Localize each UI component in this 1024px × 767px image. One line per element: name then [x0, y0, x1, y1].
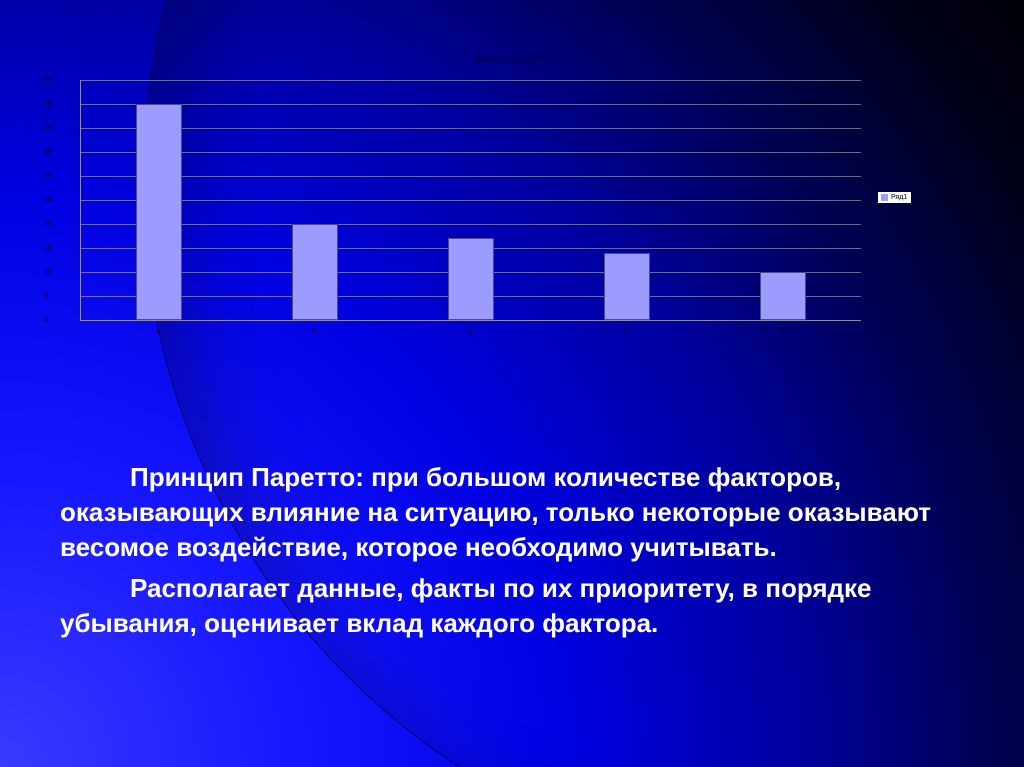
- y-tick-label: 15: [44, 245, 52, 252]
- x-tick-label: 1: [156, 328, 160, 335]
- y-tick-label: 30: [44, 173, 52, 180]
- y-tick-label: 10: [44, 269, 52, 276]
- y-tick-label: 45: [44, 101, 52, 108]
- x-tick-label: 3: [468, 328, 472, 335]
- gridline: [81, 80, 861, 81]
- bar: [604, 253, 651, 320]
- body-text: Принцип Паретто: при большом количестве …: [60, 460, 964, 647]
- y-tick-label: 0: [44, 317, 48, 324]
- bar: [292, 224, 339, 320]
- chart-title: Диаграмма Парето: [0, 54, 1024, 63]
- gridline: [81, 224, 861, 225]
- gridline: [81, 152, 861, 153]
- y-tick-label: 40: [44, 125, 52, 132]
- paragraph-2: Располагает данные, факты по их приорите…: [60, 571, 964, 641]
- gridline: [81, 176, 861, 177]
- x-tick-label: 5: [780, 328, 784, 335]
- y-tick-label: 20: [44, 221, 52, 228]
- x-tick-label: 4: [624, 328, 628, 335]
- bar: [760, 272, 807, 320]
- chart-plot-area: [80, 80, 861, 321]
- pareto-chart: 0510152025303540455012345: [60, 80, 860, 350]
- y-tick-label: 5: [44, 293, 48, 300]
- x-tick-label: 2: [312, 328, 316, 335]
- gridline: [81, 128, 861, 129]
- legend-swatch: [881, 194, 888, 201]
- slide: Диаграмма Парето 05101520253035404550123…: [0, 0, 1024, 767]
- bar: [136, 104, 183, 320]
- y-tick-label: 35: [44, 149, 52, 156]
- paragraph-1: Принцип Паретто: при большом количестве …: [60, 460, 964, 565]
- bar: [448, 238, 495, 320]
- legend-label: Ряд1: [891, 194, 907, 201]
- y-tick-label: 50: [44, 77, 52, 84]
- gridline: [81, 104, 861, 105]
- chart-legend: Ряд1: [878, 192, 911, 203]
- gridline: [81, 200, 861, 201]
- y-tick-label: 25: [44, 197, 52, 204]
